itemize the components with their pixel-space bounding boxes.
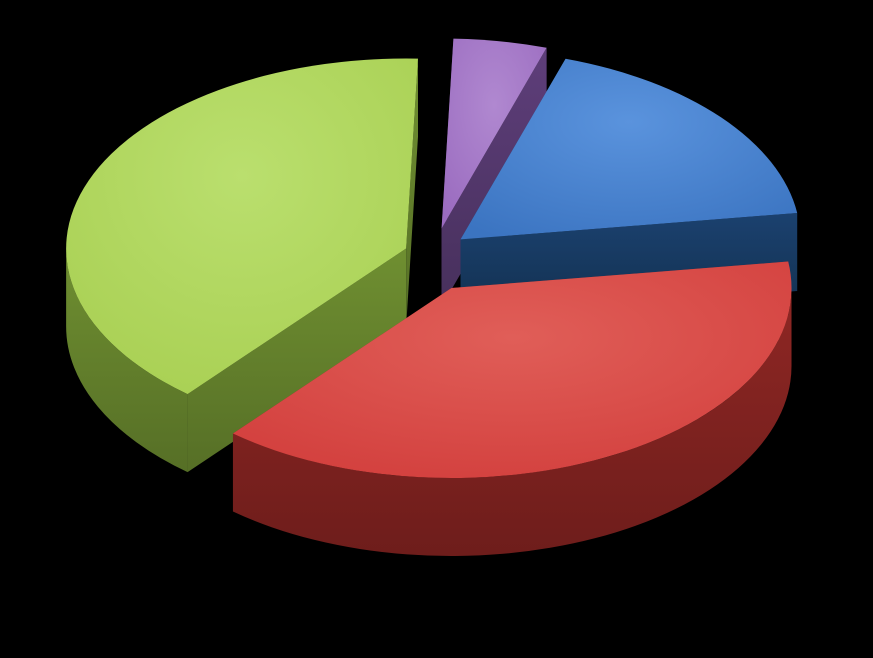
pie-chart-3d [0, 0, 873, 658]
